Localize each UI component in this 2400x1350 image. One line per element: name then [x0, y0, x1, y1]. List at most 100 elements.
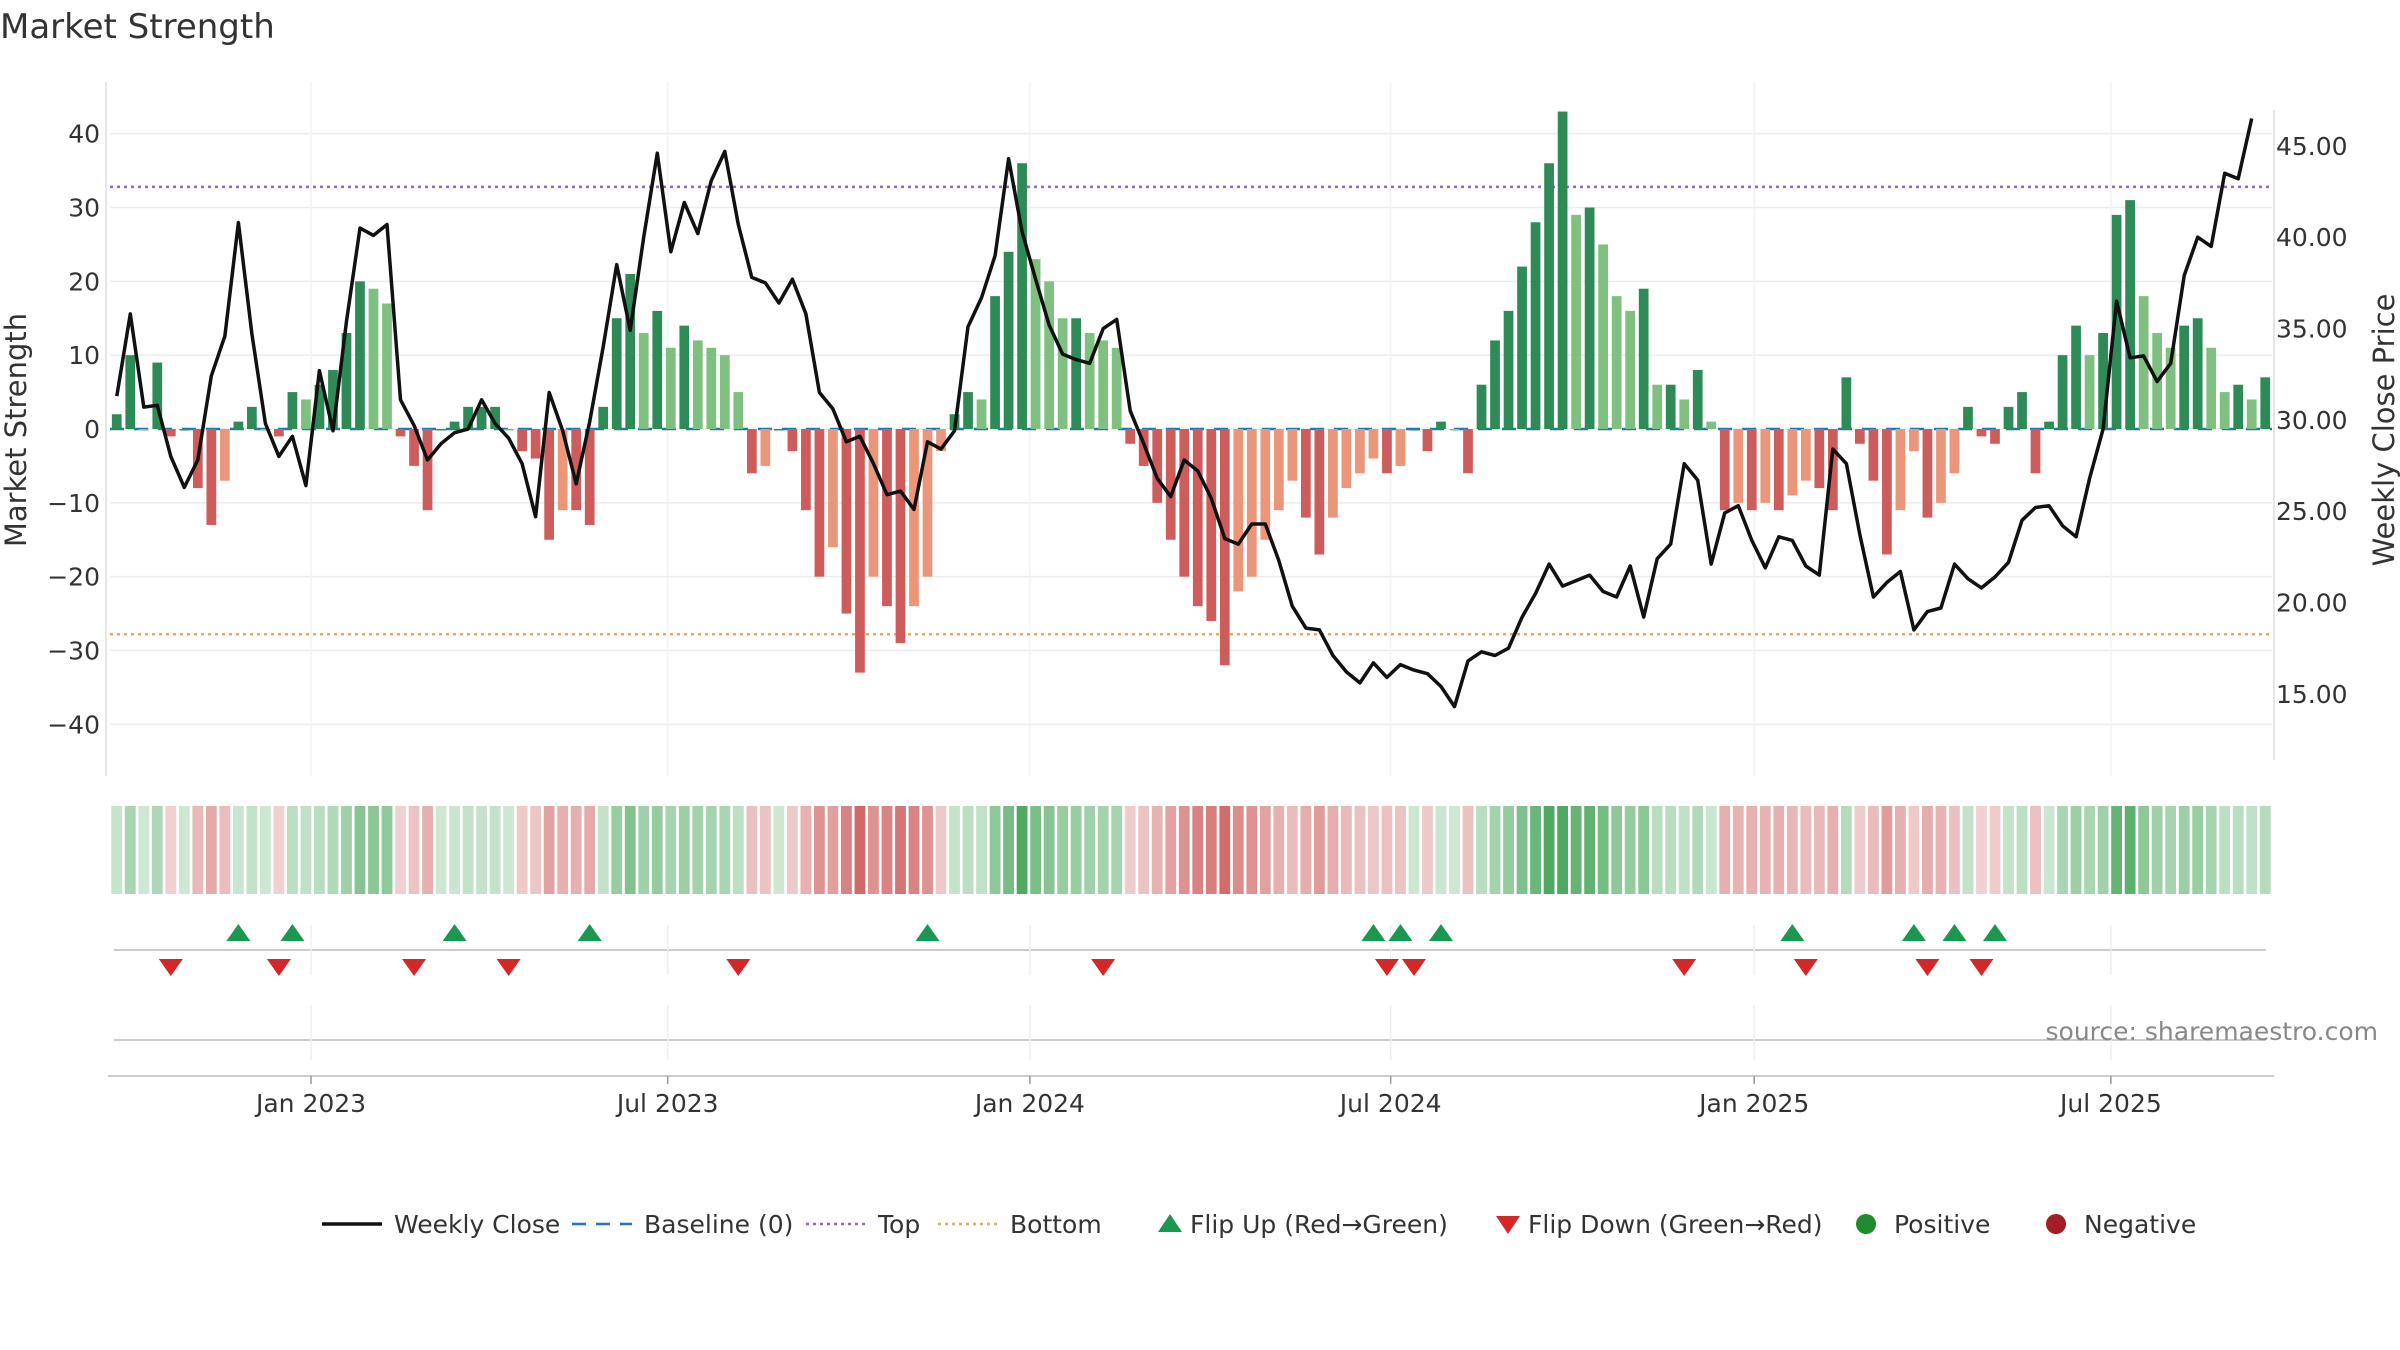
strength-bar	[774, 429, 784, 431]
heat-cell	[516, 806, 528, 894]
strength-bar	[1476, 384, 1487, 429]
heat-cell	[1773, 806, 1785, 894]
heat-cell	[2259, 806, 2271, 894]
heat-cell	[1165, 806, 1177, 894]
heat-cell	[597, 806, 609, 894]
flip-down-marker	[1915, 959, 1940, 976]
legend-label: Bottom	[1010, 1210, 1102, 1239]
strength-bar	[1719, 429, 1730, 511]
heat-cell	[165, 806, 177, 894]
heat-cell	[922, 806, 933, 894]
strength-bar	[2111, 214, 2122, 429]
strength-bar	[1517, 266, 1527, 429]
flip-up-marker	[1780, 924, 1805, 941]
strength-bar	[841, 429, 852, 614]
flip-down-marker	[158, 959, 183, 976]
heat-cell	[2219, 806, 2231, 894]
strength-bar	[2260, 377, 2271, 429]
heat-cell	[341, 806, 352, 894]
heat-cell	[1232, 806, 1244, 894]
heat-cell	[192, 806, 204, 894]
strength-bar	[1503, 310, 1514, 429]
strength-bar	[1976, 429, 1987, 437]
heat-cell	[732, 806, 744, 894]
flip-down-marker	[1091, 959, 1116, 976]
heat-cell	[2043, 806, 2055, 894]
heat-cell	[1286, 806, 1298, 894]
strength-bar	[665, 347, 676, 429]
heat-cell	[314, 806, 325, 894]
heat-cell	[841, 806, 852, 894]
strength-bar	[1584, 207, 1595, 429]
strength-bar	[409, 429, 419, 466]
heat-cell	[1922, 806, 1933, 894]
flip-down-marker	[1793, 959, 1818, 976]
heat-cell	[1570, 806, 1582, 894]
strength-bar	[111, 414, 122, 429]
heat-cell	[705, 806, 717, 894]
strength-bar	[868, 429, 879, 577]
heat-cell	[1989, 806, 2001, 894]
strength-bar	[895, 429, 906, 644]
strength-bar	[1557, 111, 1568, 429]
heat-cell	[1408, 806, 1420, 894]
strength-bar	[1679, 399, 1690, 429]
strength-bar	[422, 429, 433, 511]
strength-bar	[706, 347, 717, 429]
strength-bar	[2084, 355, 2095, 429]
strength-bar	[436, 429, 446, 431]
strength-bar	[1395, 429, 1406, 466]
strength-bar	[206, 429, 217, 525]
strength-bar	[341, 333, 352, 429]
strength-bar	[1098, 340, 1109, 429]
heat-cell	[1016, 806, 1028, 894]
strength-bar	[476, 406, 487, 429]
strength-bar	[247, 406, 257, 429]
strength-bar	[1598, 244, 1608, 429]
strength-bar	[260, 429, 271, 431]
heat-cell	[1746, 806, 1758, 894]
flip-up-marker	[280, 924, 305, 941]
heat-cell	[1881, 806, 1893, 894]
x-tick-label: Jan 2024	[973, 1089, 1085, 1118]
heat-cell	[408, 806, 420, 894]
flip-down-marker	[266, 959, 291, 976]
heat-cell	[462, 806, 474, 894]
heat-cell	[692, 806, 704, 894]
strength-bar	[1422, 429, 1433, 452]
strength-bar	[1003, 251, 1014, 429]
heat-cell	[800, 806, 812, 894]
heat-cell	[1867, 806, 1879, 894]
strength-bar	[679, 325, 690, 429]
heat-cell	[1516, 806, 1528, 894]
strength-bar	[1787, 429, 1798, 496]
flip-markers	[114, 924, 2266, 1060]
strength-bar	[855, 429, 865, 673]
heat-cell	[1786, 806, 1798, 894]
strength-bar	[1152, 429, 1163, 503]
strength-bar	[2044, 421, 2054, 429]
strength-bar	[598, 406, 609, 429]
strength-bar	[963, 392, 973, 429]
flip-up-marker	[1388, 924, 1413, 941]
reference-lines	[110, 185, 2272, 636]
strength-bar	[490, 406, 500, 429]
strength-bar	[1652, 384, 1663, 429]
strength-bar	[125, 355, 136, 429]
heat-cell	[1719, 806, 1731, 894]
strength-bar	[787, 429, 798, 452]
legend-circle-icon	[2046, 1214, 2066, 1234]
heat-cell	[2016, 806, 2028, 894]
strength-bar	[584, 429, 595, 525]
heat-cell	[868, 806, 879, 894]
heat-cell	[2232, 806, 2244, 894]
heat-cell	[1395, 806, 1406, 894]
heat-cell	[2084, 806, 2095, 894]
axes: 40 30 20 10 0 −10 −20 −30 −40 45.00 40.00 35.00 30.0…	[47, 82, 2348, 776]
heat-cell	[354, 806, 366, 894]
heat-cell	[435, 806, 447, 894]
heat-cell	[368, 806, 379, 894]
y-axis-right-title: Weekly Close Price	[2367, 294, 2400, 567]
heat-cell	[151, 806, 163, 894]
strength-bar	[463, 406, 473, 429]
